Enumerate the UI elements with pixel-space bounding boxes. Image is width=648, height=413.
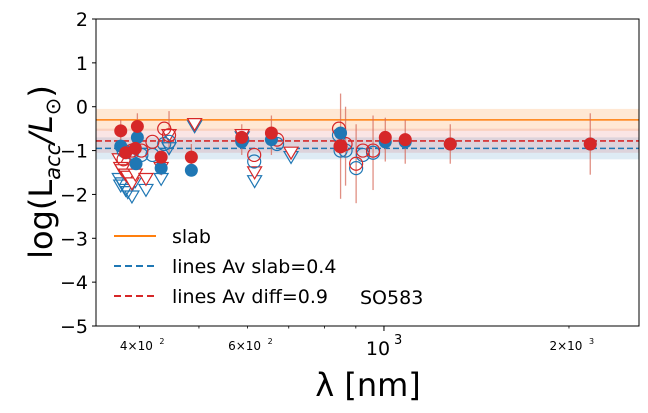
red-triangle-10 (186, 118, 203, 132)
uncertainty-bands (96, 108, 639, 160)
blue-triangle-3 (117, 183, 134, 198)
legend-label-0: slab (172, 226, 211, 248)
x-minor-tick-exponent: 2 (159, 337, 164, 346)
blue-open-circle-12 (349, 161, 364, 176)
blue-triangle-2 (114, 177, 131, 191)
red-filled-point-4 (154, 150, 168, 164)
blue-filled-point-4 (184, 163, 198, 177)
y-axis-label: log(Lacc/L⊙) (22, 85, 65, 259)
x-major-tick-label: 10 (366, 338, 390, 360)
red-triangle-7 (137, 172, 155, 187)
legend-label-1: lines Av slab=0.4 (172, 256, 336, 278)
x-minor-tick-label: 2×10 (549, 339, 582, 353)
red-filled-point-3 (130, 119, 144, 133)
annotation-label: SO583 (360, 287, 423, 309)
red-open-circle-12 (355, 143, 370, 158)
blue-filled-point-3 (154, 161, 168, 175)
x-minor-tick-exponent: 3 (589, 337, 594, 346)
blue-filled-point-2 (130, 130, 144, 144)
red-filled-point-0 (114, 124, 128, 138)
red-filled-point-12 (583, 137, 597, 151)
x-major-tick-exponent: 3 (394, 333, 402, 348)
red-filled-point-5 (184, 150, 198, 164)
red-filled-point-7 (264, 126, 278, 140)
y-tick-label: −3 (60, 228, 88, 250)
blue-open-circle-7 (247, 154, 262, 169)
blue-triangle-9 (160, 142, 178, 156)
red-filled-point-8 (334, 139, 348, 153)
blue-filled-point-1 (129, 157, 143, 171)
red-filled-point-11 (443, 137, 457, 151)
legend-label-2: lines Av diff=0.9 (172, 286, 328, 308)
red-open-circle-6 (247, 147, 262, 163)
red-triangle-12 (246, 166, 263, 180)
red-open-circle-13 (365, 143, 381, 158)
y-tick-label: −4 (60, 272, 88, 294)
blue-triangle-5 (123, 190, 140, 205)
x-minor-tick-label: 6×10 (228, 339, 261, 353)
data-points (111, 118, 597, 205)
red-filled-point-6 (235, 130, 249, 144)
red-filled-point-1 (119, 146, 133, 160)
red-open-circle-5 (161, 128, 177, 143)
red-filled-point-10 (398, 133, 412, 147)
x-minor-tick-label: 4×10 (120, 339, 153, 353)
red-open-circle-11 (349, 156, 364, 171)
x-minor-tick-exponent: 2 (268, 337, 273, 346)
red-filled-point-9 (378, 130, 392, 144)
y-axis: 2 1 0 −1 −2 −3 −4 −5 (60, 9, 96, 338)
plot-frame (95, 18, 640, 327)
blue-open-circle-13 (355, 147, 370, 163)
blue-open-circle-5 (161, 134, 177, 149)
y-tick-label: −2 (60, 184, 88, 206)
y-tick-label: 1 (76, 53, 88, 75)
y-axis-label-text: log(Lacc/L⊙) (22, 85, 65, 259)
legend: slab lines Av slab=0.4 lines Av diff=0.9 (114, 226, 336, 308)
blue-triangle-4 (119, 186, 136, 200)
blue-filled-point-7 (334, 126, 348, 140)
y-tick-label: 2 (76, 9, 88, 31)
red-open-circle-3 (145, 134, 160, 149)
x-axis: 10 3 4×10 2 6×10 2 2×10 3 (120, 326, 594, 360)
red-filled-point-2 (128, 141, 142, 155)
y-tick-label: −5 (60, 316, 88, 338)
y-tick-label: −1 (60, 141, 88, 163)
red-triangle-13 (282, 146, 300, 161)
x-axis-label: λ [nm] (315, 366, 421, 404)
y-tick-label: 0 (76, 97, 88, 119)
